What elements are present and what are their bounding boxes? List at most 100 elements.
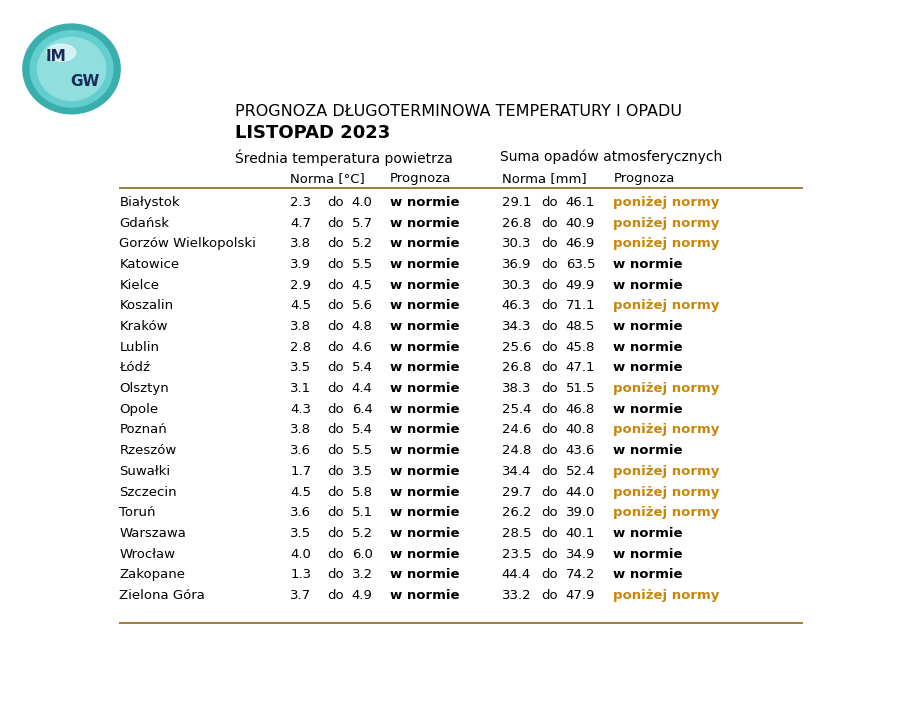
Text: 71.1: 71.1 bbox=[566, 299, 596, 312]
Text: 51.5: 51.5 bbox=[566, 382, 596, 395]
Text: Koszalin: Koszalin bbox=[120, 299, 174, 312]
Text: Toruń: Toruń bbox=[120, 506, 156, 519]
Text: 74.2: 74.2 bbox=[566, 568, 596, 581]
Text: 3.5: 3.5 bbox=[352, 464, 373, 478]
Text: do: do bbox=[542, 341, 558, 354]
Text: 3.8: 3.8 bbox=[291, 238, 311, 250]
Text: 5.5: 5.5 bbox=[352, 258, 373, 271]
Text: IM: IM bbox=[46, 49, 67, 64]
Text: w normie: w normie bbox=[390, 361, 460, 375]
Text: 3.8: 3.8 bbox=[291, 423, 311, 436]
Text: 46.3: 46.3 bbox=[501, 299, 531, 312]
Text: 44.0: 44.0 bbox=[566, 486, 595, 498]
Text: poniżej normy: poniżej normy bbox=[613, 196, 720, 209]
Text: 45.8: 45.8 bbox=[566, 341, 595, 354]
Text: do: do bbox=[542, 361, 558, 375]
Text: w normie: w normie bbox=[613, 361, 683, 375]
Text: 23.5: 23.5 bbox=[501, 547, 531, 561]
Text: 36.9: 36.9 bbox=[501, 258, 531, 271]
Text: 46.9: 46.9 bbox=[566, 238, 595, 250]
Text: Szczecin: Szczecin bbox=[120, 486, 177, 498]
Text: Prognoza: Prognoza bbox=[390, 172, 452, 185]
Text: do: do bbox=[328, 279, 344, 292]
Text: w normie: w normie bbox=[613, 547, 683, 561]
Text: GW: GW bbox=[70, 74, 100, 89]
Text: 34.3: 34.3 bbox=[501, 320, 531, 333]
Text: do: do bbox=[328, 403, 344, 416]
Circle shape bbox=[38, 37, 105, 100]
Text: w normie: w normie bbox=[390, 464, 460, 478]
Text: do: do bbox=[328, 486, 344, 498]
Text: Gdańsk: Gdańsk bbox=[120, 216, 169, 230]
Text: 5.4: 5.4 bbox=[352, 361, 373, 375]
Text: Gorzów Wielkopolski: Gorzów Wielkopolski bbox=[120, 238, 256, 250]
Text: do: do bbox=[328, 547, 344, 561]
Text: 48.5: 48.5 bbox=[566, 320, 595, 333]
Text: poniżej normy: poniżej normy bbox=[613, 506, 720, 519]
Text: w normie: w normie bbox=[613, 527, 683, 540]
Text: 5.2: 5.2 bbox=[352, 527, 373, 540]
Text: 44.4: 44.4 bbox=[501, 568, 531, 581]
Text: do: do bbox=[542, 216, 558, 230]
Text: 3.1: 3.1 bbox=[291, 382, 311, 395]
Text: 46.8: 46.8 bbox=[566, 403, 595, 416]
Text: 4.7: 4.7 bbox=[291, 216, 311, 230]
Text: 34.9: 34.9 bbox=[566, 547, 595, 561]
Text: Suwałki: Suwałki bbox=[120, 464, 171, 478]
Text: w normie: w normie bbox=[613, 444, 683, 457]
Text: 52.4: 52.4 bbox=[566, 464, 596, 478]
Text: w normie: w normie bbox=[390, 341, 460, 354]
Text: 34.4: 34.4 bbox=[501, 464, 531, 478]
Text: do: do bbox=[328, 258, 344, 271]
Text: do: do bbox=[542, 423, 558, 436]
Text: 3.2: 3.2 bbox=[352, 568, 373, 581]
Text: do: do bbox=[542, 382, 558, 395]
Text: Norma [mm]: Norma [mm] bbox=[501, 172, 586, 185]
Text: Wrocław: Wrocław bbox=[120, 547, 176, 561]
Text: do: do bbox=[328, 382, 344, 395]
Text: w normie: w normie bbox=[390, 547, 460, 561]
Text: 25.4: 25.4 bbox=[501, 403, 531, 416]
Text: 5.4: 5.4 bbox=[352, 423, 373, 436]
Text: Zielona Góra: Zielona Góra bbox=[120, 589, 205, 602]
Text: 38.3: 38.3 bbox=[501, 382, 531, 395]
Text: 29.7: 29.7 bbox=[501, 486, 531, 498]
Text: w normie: w normie bbox=[613, 403, 683, 416]
Text: Poznań: Poznań bbox=[120, 423, 167, 436]
Text: 24.8: 24.8 bbox=[501, 444, 531, 457]
Circle shape bbox=[31, 30, 113, 107]
Text: w normie: w normie bbox=[390, 444, 460, 457]
Text: do: do bbox=[542, 568, 558, 581]
Text: 63.5: 63.5 bbox=[566, 258, 596, 271]
Text: w normie: w normie bbox=[390, 320, 460, 333]
Text: do: do bbox=[328, 506, 344, 519]
Text: 26.8: 26.8 bbox=[501, 216, 531, 230]
Text: do: do bbox=[542, 320, 558, 333]
Text: do: do bbox=[542, 299, 558, 312]
Text: do: do bbox=[328, 423, 344, 436]
Text: 4.0: 4.0 bbox=[291, 547, 311, 561]
Text: w normie: w normie bbox=[390, 279, 460, 292]
Text: do: do bbox=[542, 527, 558, 540]
Text: 40.1: 40.1 bbox=[566, 527, 595, 540]
Text: 25.6: 25.6 bbox=[501, 341, 531, 354]
Text: w normie: w normie bbox=[390, 382, 460, 395]
Text: 4.5: 4.5 bbox=[291, 486, 311, 498]
Text: Olsztyn: Olsztyn bbox=[120, 382, 169, 395]
Text: 6.4: 6.4 bbox=[352, 403, 373, 416]
Text: Lublin: Lublin bbox=[120, 341, 159, 354]
Text: poniżej normy: poniżej normy bbox=[613, 216, 720, 230]
Text: 26.8: 26.8 bbox=[501, 361, 531, 375]
Text: 24.6: 24.6 bbox=[501, 423, 531, 436]
Text: 4.5: 4.5 bbox=[291, 299, 311, 312]
Text: 5.2: 5.2 bbox=[352, 238, 373, 250]
Text: w normie: w normie bbox=[390, 506, 460, 519]
Text: do: do bbox=[328, 341, 344, 354]
Text: do: do bbox=[542, 486, 558, 498]
Text: 49.9: 49.9 bbox=[566, 279, 595, 292]
Text: 4.6: 4.6 bbox=[352, 341, 373, 354]
Text: Prognoza: Prognoza bbox=[613, 172, 675, 185]
Text: 26.2: 26.2 bbox=[501, 506, 531, 519]
Text: 46.1: 46.1 bbox=[566, 196, 595, 209]
Text: 3.6: 3.6 bbox=[291, 444, 311, 457]
